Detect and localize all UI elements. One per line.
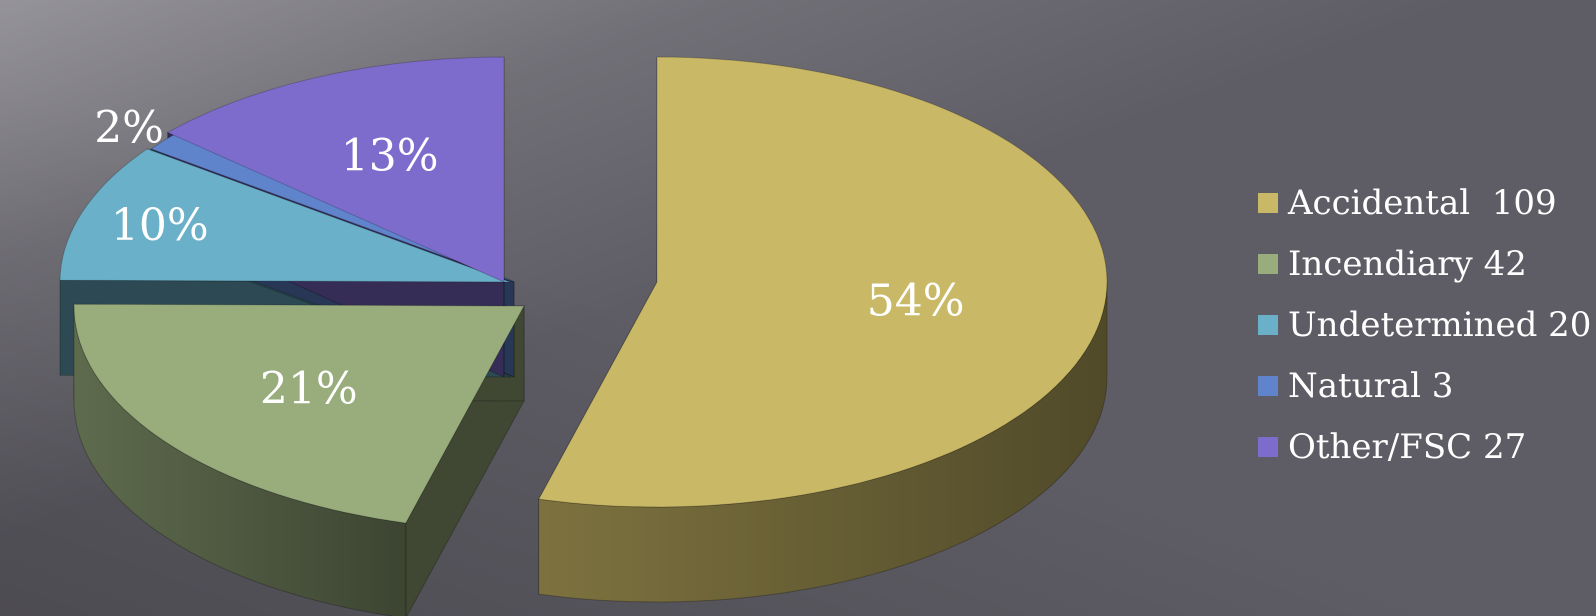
pie-slice-other-fsc xyxy=(166,56,505,283)
legend-swatch xyxy=(1258,192,1278,213)
legend-swatch xyxy=(1258,436,1278,457)
data-label-other-fsc: 13% xyxy=(341,131,439,182)
legend-swatch xyxy=(1258,375,1278,396)
data-label-undetermined: 10% xyxy=(111,200,209,251)
pie-rim-accidental xyxy=(538,281,1108,603)
legend-item: Other/FSC 27 xyxy=(1258,416,1591,477)
legend-label: Accidental 109 xyxy=(1288,182,1557,223)
pie-slice-accidental xyxy=(538,56,1108,508)
data-label-incendiary: 21% xyxy=(260,364,358,415)
legend-swatch xyxy=(1258,253,1278,274)
chart-legend: Accidental 109 Incendiary 42 Undetermined … xyxy=(1258,172,1591,477)
legend-item: Incendiary 42 xyxy=(1258,233,1591,294)
legend-item: Accidental 109 xyxy=(1258,172,1591,233)
legend-swatch xyxy=(1258,314,1278,335)
pie-rim-incendiary xyxy=(73,305,407,616)
legend-item: Natural 3 xyxy=(1258,355,1591,416)
data-label-accidental: 54% xyxy=(867,275,965,326)
legend-label: Incendiary 42 xyxy=(1288,243,1527,284)
legend-label: Undetermined 20 xyxy=(1288,304,1592,345)
pie-slice-incendiary xyxy=(73,303,525,524)
legend-item: Undetermined 20 xyxy=(1258,294,1591,355)
legend-label: Other/FSC 27 xyxy=(1288,426,1527,467)
legend-label: Natural 3 xyxy=(1288,365,1454,406)
pie-slice-undetermined xyxy=(59,148,511,283)
data-label-natural: 2% xyxy=(94,102,164,153)
